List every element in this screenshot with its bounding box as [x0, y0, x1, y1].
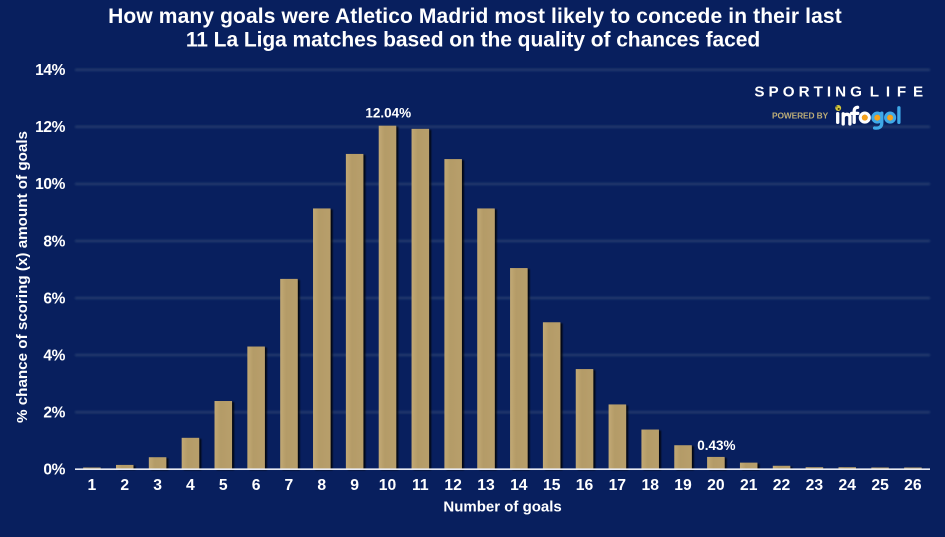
svg-text:2%: 2%	[43, 404, 65, 421]
svg-text:5: 5	[219, 477, 228, 494]
svg-text:15: 15	[543, 477, 561, 494]
svg-text:24: 24	[838, 477, 856, 494]
svg-text:6: 6	[252, 477, 261, 494]
svg-text:7: 7	[285, 477, 294, 494]
svg-text:20: 20	[707, 477, 725, 494]
svg-text:POWERED BY: POWERED BY	[772, 110, 829, 120]
svg-text:3: 3	[153, 477, 162, 494]
svg-text:12: 12	[444, 477, 462, 494]
svg-text:14%: 14%	[35, 62, 65, 79]
svg-text:9: 9	[350, 477, 359, 494]
svg-text:23: 23	[806, 477, 824, 494]
svg-text:SPORTING: SPORTING	[754, 83, 866, 100]
svg-text:Number of goals: Number of goals	[443, 499, 561, 516]
svg-text:8: 8	[317, 477, 326, 494]
svg-text:How many goals were Atletico M: How many goals were Atletico Madrid most…	[108, 5, 842, 28]
svg-text:0.43%: 0.43%	[697, 438, 735, 453]
svg-text:10%: 10%	[35, 176, 65, 193]
svg-text:4%: 4%	[43, 347, 65, 364]
svg-text:8%: 8%	[43, 233, 65, 250]
svg-text:0%: 0%	[43, 462, 65, 479]
svg-text:17: 17	[609, 477, 627, 494]
svg-text:12%: 12%	[35, 119, 65, 136]
svg-text:1: 1	[88, 477, 97, 494]
svg-text:% chance of scoring (x) amount: % chance of scoring (x) amount of goals	[14, 131, 31, 423]
svg-text:22: 22	[773, 477, 791, 494]
svg-text:10: 10	[379, 477, 397, 494]
svg-text:6%: 6%	[43, 290, 65, 307]
svg-text:12.04%: 12.04%	[365, 105, 411, 120]
svg-text:11 La Liga matches based on th: 11 La Liga matches based on the quality …	[186, 29, 760, 52]
svg-text:14: 14	[510, 477, 528, 494]
svg-text:18: 18	[641, 477, 659, 494]
svg-text:16: 16	[576, 477, 594, 494]
svg-text:19: 19	[674, 477, 692, 494]
svg-text:11: 11	[412, 477, 429, 494]
svg-text:25: 25	[871, 477, 889, 494]
svg-text:LIFE: LIFE	[870, 83, 930, 100]
svg-text:26: 26	[904, 477, 922, 494]
svg-text:4: 4	[186, 477, 195, 494]
svg-text:2: 2	[120, 477, 129, 494]
svg-text:13: 13	[477, 477, 495, 494]
svg-text:21: 21	[740, 477, 758, 494]
